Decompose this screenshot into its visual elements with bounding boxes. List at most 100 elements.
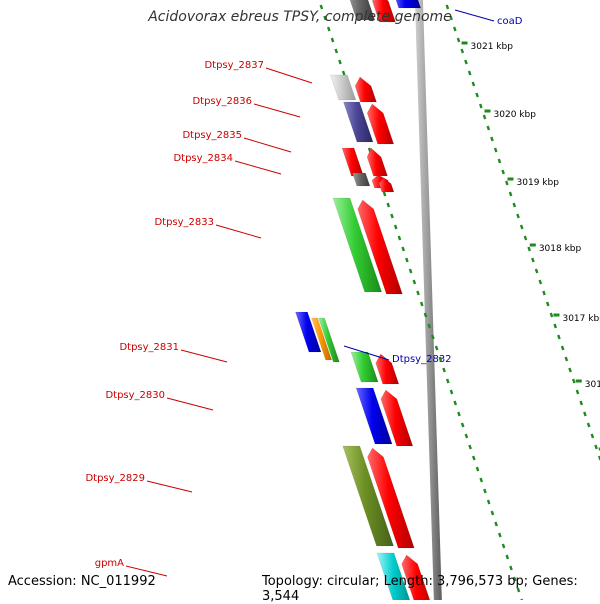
leader-line — [265, 67, 313, 84]
gene-2829 — [342, 445, 394, 547]
gene-track-dot — [423, 312, 428, 318]
gene-label: Dtpsy_2831 — [119, 342, 179, 353]
gene-gpmA-cds — [401, 554, 431, 600]
tick-dot — [586, 422, 591, 428]
gene-label: Dtpsy_2830 — [105, 390, 165, 401]
gene-2833-cds — [357, 199, 403, 295]
tick-dot — [542, 290, 546, 296]
tick-dot — [538, 279, 543, 285]
gene-track-dot — [509, 565, 513, 571]
tick-dot — [460, 48, 465, 54]
gene-label: Dtpsy_2835 — [182, 130, 242, 141]
leader-line — [125, 565, 168, 577]
gene-track-dot — [427, 323, 432, 329]
gene-track-dot — [393, 224, 398, 230]
gene-2832-orange — [311, 317, 333, 361]
gene-label: Dtpsy_2837 — [204, 60, 264, 71]
gene-track-dot — [445, 378, 450, 384]
tick-dot — [583, 411, 587, 417]
gene-track-dot — [419, 301, 424, 307]
leader-line — [146, 480, 193, 493]
gene-gpmA — [376, 552, 411, 600]
gene-label: Dtpsy_2836 — [192, 96, 252, 107]
tick-dot — [475, 92, 479, 98]
gene-track-dot — [338, 59, 342, 65]
tick-dot — [490, 136, 494, 142]
cds-2834 — [378, 177, 395, 193]
tick-dot — [486, 125, 491, 131]
gene-track-dot — [460, 422, 465, 428]
tick-dot — [505, 180, 509, 186]
tick-dot — [575, 389, 580, 395]
gene-track-dot — [442, 367, 446, 373]
tick-label: 3020 kbp — [494, 110, 537, 120]
tick-dot — [549, 312, 554, 318]
tick-dot — [519, 224, 524, 230]
gene-track-dot — [471, 455, 476, 461]
tick-dot — [497, 158, 502, 164]
gene-top-gray — [349, 0, 376, 21]
gene-track-dot — [434, 345, 439, 351]
tick-dot — [482, 114, 487, 120]
gene-label: Dtpsy_2832 — [392, 354, 452, 365]
gene-track-dot — [431, 334, 435, 340]
gene-track-dot — [516, 587, 521, 593]
gene-track-dot — [512, 576, 517, 582]
tick-label: 3019 kbp — [517, 178, 560, 188]
gene-track-dot — [457, 411, 461, 417]
tick-dot — [493, 147, 498, 153]
gene-track-dot — [498, 532, 502, 538]
gene-2832-green — [318, 317, 340, 363]
gene-track-dot — [330, 37, 335, 43]
gene-2831 — [350, 351, 379, 383]
tick-dot — [471, 81, 476, 87]
gene-track-dot — [453, 400, 458, 406]
gene-2837 — [330, 74, 357, 101]
tick-label: 3017 kbp — [562, 314, 600, 324]
leader-line — [166, 397, 214, 411]
gene-top-gray-cds — [372, 0, 396, 23]
tick-dot — [560, 345, 565, 351]
tick-dot — [456, 37, 461, 43]
tick-dot — [512, 202, 517, 208]
gene-2830 — [355, 387, 393, 445]
gene-track-dot — [416, 290, 420, 296]
tick-dot — [557, 334, 561, 340]
gene-coaD — [395, 0, 422, 9]
gene-track-dot — [475, 466, 480, 472]
gene-track-dot — [408, 268, 413, 274]
tick-dot — [553, 323, 558, 329]
gene-track-dot — [334, 48, 339, 54]
gene-track-dot — [449, 389, 454, 395]
leader-line — [243, 137, 292, 153]
gene-track-dot — [319, 4, 324, 10]
tick-dot — [568, 367, 572, 373]
gene-track-dot — [341, 70, 346, 76]
gene-2836-cds — [366, 103, 395, 145]
leader-line — [215, 224, 262, 239]
tick-dot — [464, 59, 468, 65]
tick-dot — [516, 213, 520, 219]
gene-2832-blue — [295, 311, 322, 353]
gene-label: Dtpsy_2833 — [154, 217, 214, 228]
tick-dot — [449, 15, 453, 21]
tick-dot — [508, 191, 513, 197]
gene-track-dot — [483, 488, 487, 494]
leader-line — [234, 160, 282, 175]
leader-line — [180, 349, 228, 363]
tick-dot — [590, 433, 595, 439]
tick-label: 3021 kbp — [471, 42, 514, 52]
tick-dot — [467, 70, 472, 76]
gene-2830-cds — [380, 389, 414, 447]
gene-track-dot — [323, 15, 327, 21]
gene-2834 — [352, 172, 371, 187]
gene-track-dot — [412, 279, 417, 285]
tick-label: 3018 kbp — [539, 244, 582, 254]
gene-2837-cds — [354, 76, 377, 103]
gene-track-dot — [405, 257, 409, 263]
map-title: Acidovorax ebreus TPSY, complete genome — [148, 9, 452, 25]
tick-dot — [523, 235, 528, 241]
leader-line — [454, 9, 495, 22]
gene-2831-cds — [375, 353, 400, 385]
